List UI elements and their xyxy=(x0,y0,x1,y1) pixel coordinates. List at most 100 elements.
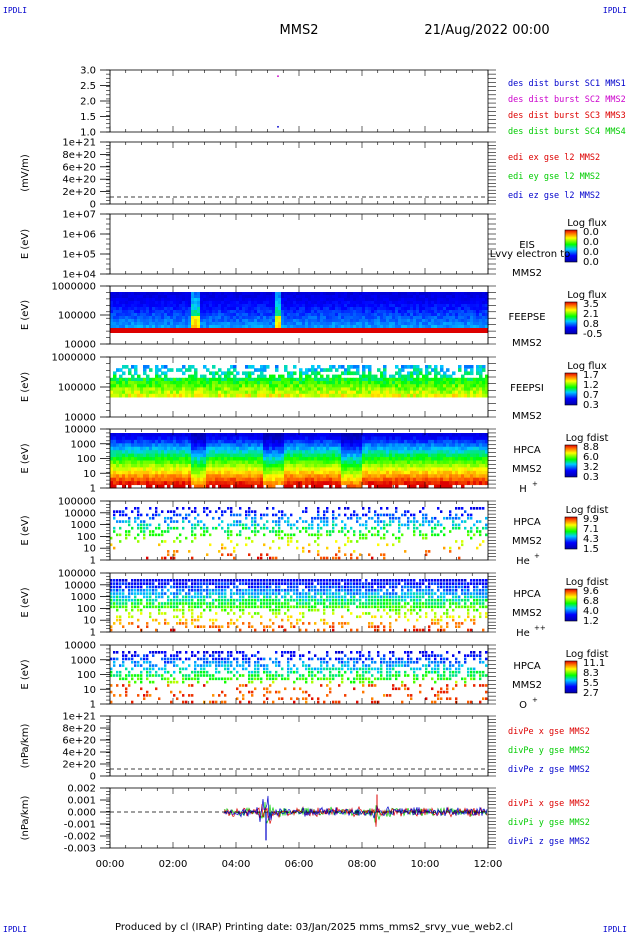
spectrogram-cell xyxy=(143,316,147,320)
spectrogram-cell xyxy=(473,384,477,388)
spectrogram-cell xyxy=(257,319,261,323)
spectrogram-cell xyxy=(248,481,252,486)
spectrogram-cell xyxy=(371,292,375,296)
spectrogram-cell xyxy=(185,443,189,448)
spectrogram-cell xyxy=(311,365,315,369)
spectrogram-cell xyxy=(452,316,456,320)
spectrogram-cell xyxy=(227,371,231,376)
spectrogram-cell xyxy=(425,470,429,475)
spectrogram-cell xyxy=(308,436,312,441)
spectrogram-cell xyxy=(116,481,120,486)
spectrogram-cell xyxy=(224,301,228,305)
spectrogram-cell xyxy=(170,301,174,305)
spectrogram-cell xyxy=(269,319,273,323)
spectrogram-cell xyxy=(425,301,429,305)
spectrogram-cell xyxy=(137,443,141,448)
spectrogram-cell xyxy=(323,319,327,323)
spectrogram-cell xyxy=(239,316,243,320)
spectrogram-cell xyxy=(320,322,324,326)
spectrogram-cell xyxy=(299,477,303,482)
spectrogram-cell xyxy=(485,295,489,299)
spectrogram-cell xyxy=(476,377,480,382)
spectrogram-cell xyxy=(182,316,186,320)
spectrogram-cell xyxy=(407,450,411,455)
spectrogram-cell xyxy=(224,374,228,379)
spectrogram-cell xyxy=(224,307,228,311)
spectrogram-cell xyxy=(371,481,375,486)
spectrogram-cell xyxy=(299,387,303,392)
spectrogram-cell xyxy=(134,460,138,465)
spectrogram-cell xyxy=(158,463,162,468)
spectrogram-cell xyxy=(356,477,360,482)
species-label: H xyxy=(519,484,527,495)
spectrogram-cell xyxy=(212,295,216,299)
spectrogram-cell xyxy=(128,474,132,479)
spectrogram-cell xyxy=(188,443,192,448)
spectrogram-cell xyxy=(356,319,360,323)
spectrogram-cell xyxy=(137,313,141,317)
spectrogram-cell xyxy=(425,322,429,326)
spectrogram-cell xyxy=(257,381,261,385)
spectrogram-cell xyxy=(461,387,465,392)
spectrogram-cell xyxy=(188,453,192,458)
spectrogram-cell xyxy=(125,433,129,437)
spectrogram-cell xyxy=(143,477,147,482)
spectrogram-cell xyxy=(326,310,330,314)
spectrogram-cell xyxy=(179,433,183,437)
spectrogram-cell xyxy=(116,387,120,392)
spectrogram-cell xyxy=(314,467,318,472)
spectrogram-cell xyxy=(431,481,435,486)
spectrogram-cell xyxy=(209,474,213,479)
spectrogram-cell xyxy=(332,325,336,329)
spectrogram-cell xyxy=(125,295,129,299)
spectrogram-cell xyxy=(230,436,234,441)
spectrogram-cell xyxy=(164,467,168,472)
spectrogram-cell xyxy=(464,381,468,385)
spectrogram-cell xyxy=(158,384,162,388)
spectrogram-cell xyxy=(281,390,285,395)
spectrogram-cell xyxy=(476,474,480,479)
spectrogram-cell xyxy=(473,322,477,326)
spectrogram-cell xyxy=(347,292,351,296)
spectrogram-cell xyxy=(473,292,477,296)
spectrogram-cell xyxy=(233,384,237,388)
spectrogram-cell xyxy=(446,450,450,455)
spectrogram-cell xyxy=(272,393,276,398)
spectrogram-cell xyxy=(326,292,330,296)
spectrogram-cell xyxy=(179,457,183,461)
spectrogram-cell xyxy=(410,325,414,329)
spectrogram-cell xyxy=(275,301,279,305)
spectrogram-cell xyxy=(332,322,336,326)
spectrogram-cell xyxy=(263,470,267,475)
spectrogram-cell xyxy=(404,460,408,465)
spectrogram-cell xyxy=(200,439,204,444)
spectrogram-cell xyxy=(485,467,489,472)
spectrogram-cell xyxy=(350,292,354,296)
spectrogram-cell xyxy=(227,433,231,437)
spectrogram-cell xyxy=(176,325,180,329)
spectrogram-cell xyxy=(140,377,144,382)
spectrogram-cell xyxy=(326,439,330,444)
spectrogram-cell xyxy=(251,474,255,479)
spectrogram-cell xyxy=(209,387,213,392)
spectrogram-cell xyxy=(236,433,240,437)
spectrogram-cell xyxy=(155,316,159,320)
spectrogram-cell xyxy=(203,390,207,395)
spectrogram-cell xyxy=(485,322,489,326)
spectrogram-cell xyxy=(179,304,183,308)
spectrogram-cell xyxy=(221,316,225,320)
spectrogram-cell xyxy=(377,477,381,482)
spectrogram-cell xyxy=(149,477,153,482)
spectrogram-cell xyxy=(341,446,345,451)
spectrogram-cell xyxy=(446,322,450,326)
spectrogram-cell xyxy=(359,307,363,311)
y-tick-label: 2.5 xyxy=(80,81,96,92)
spectrogram-cell xyxy=(392,393,396,398)
spectrogram-cell xyxy=(383,310,387,314)
spectrogram-cell xyxy=(230,325,234,329)
spectrogram-cell xyxy=(470,292,474,296)
spectrogram-cell xyxy=(362,295,366,299)
spectrogram-cell xyxy=(365,443,369,448)
spectrogram-cell xyxy=(350,474,354,479)
spectrogram-cell xyxy=(116,393,120,398)
